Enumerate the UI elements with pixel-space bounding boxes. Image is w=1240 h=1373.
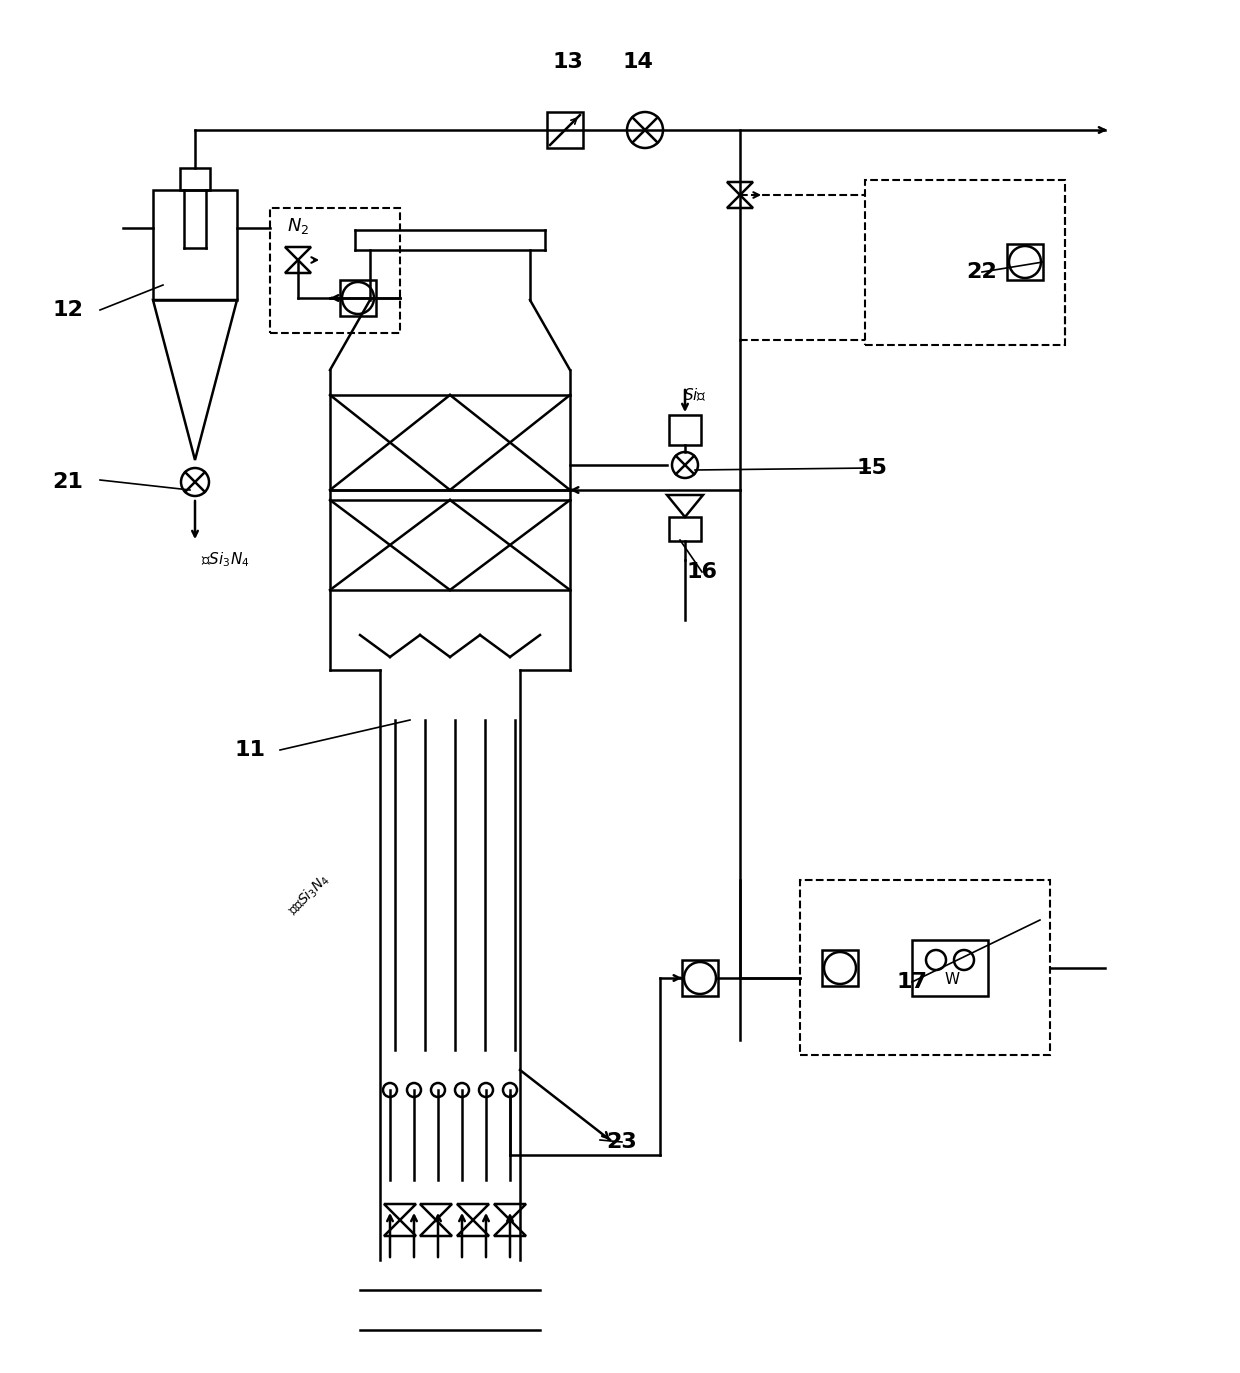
Text: 11: 11 bbox=[234, 740, 265, 761]
Text: 13: 13 bbox=[553, 52, 584, 71]
Text: $N_2$: $N_2$ bbox=[286, 216, 309, 236]
Text: 细$Si_3N_4$: 细$Si_3N_4$ bbox=[201, 551, 249, 570]
Text: 16: 16 bbox=[687, 562, 718, 582]
Bar bbox=[547, 113, 583, 148]
Text: 14: 14 bbox=[622, 52, 653, 71]
Bar bbox=[866, 180, 1065, 345]
Text: W: W bbox=[945, 972, 960, 987]
Bar bbox=[822, 950, 858, 986]
Text: 23: 23 bbox=[606, 1131, 637, 1152]
Bar bbox=[911, 941, 988, 995]
Bar bbox=[1007, 244, 1043, 280]
Bar bbox=[270, 207, 401, 334]
Bar bbox=[670, 518, 701, 541]
Bar bbox=[180, 168, 210, 189]
Text: 17: 17 bbox=[897, 972, 928, 993]
Bar bbox=[670, 415, 701, 445]
Text: $Si$粉: $Si$粉 bbox=[683, 387, 707, 404]
Text: 粗品$Si_3N_4$: 粗品$Si_3N_4$ bbox=[285, 870, 334, 920]
Bar bbox=[800, 880, 1050, 1054]
Text: 21: 21 bbox=[52, 472, 83, 492]
Bar bbox=[340, 280, 376, 316]
Text: 22: 22 bbox=[967, 262, 997, 281]
Bar bbox=[682, 960, 718, 995]
Text: 12: 12 bbox=[52, 299, 83, 320]
Text: 15: 15 bbox=[857, 459, 888, 478]
Bar bbox=[153, 189, 237, 299]
